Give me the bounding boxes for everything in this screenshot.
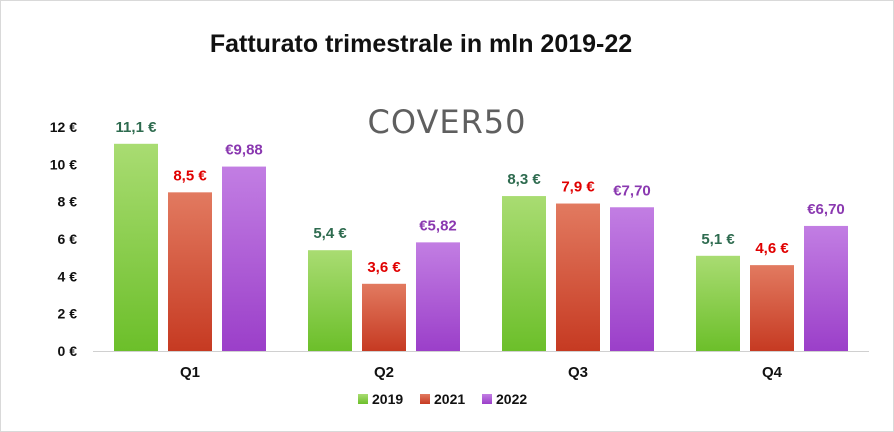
x-axis: Q1 Q2 Q3 Q4 [93,351,869,381]
bar-2022-q2 [416,242,460,351]
data-label-2021-q1: 8,5 € [173,167,207,184]
bar-2019-q1 [114,143,158,351]
legend-label-2019: 2019 [372,391,403,407]
data-label-2019-q1: 11,1 € [116,119,158,136]
y-tick-label: 4 € [58,268,78,284]
legend-swatch-2022 [482,394,492,404]
data-label-2022-q3: €7,70 [613,182,651,199]
bar-2022-q1 [222,166,266,351]
x-tick-label: Q3 [568,364,588,381]
data-label-2022-q4: €6,70 [807,201,845,218]
data-label-2021-q3: 7,9 € [561,179,595,196]
x-tick-label: Q4 [762,364,783,381]
data-label-2022-q1: €9,88 [225,142,263,159]
data-label-2019-q2: 5,4 € [313,225,347,242]
bar-2021-q2 [362,283,406,351]
bars-group [114,143,848,351]
data-label-2021-q4: 4,6 € [755,240,789,257]
y-axis: 0 € 2 € 4 € 6 € 8 € 10 € 12 € [50,119,77,359]
y-tick-label: 8 € [58,194,78,210]
data-label-2021-q2: 3,6 € [367,259,401,276]
bar-2021-q4 [750,265,794,351]
legend-swatch-2019 [358,394,368,404]
bar-2021-q1 [168,192,212,351]
y-tick-label: 10 € [50,156,77,172]
data-label-2019-q4: 5,1 € [701,231,735,248]
y-tick-label: 0 € [58,343,78,359]
y-tick-label: 6 € [58,231,78,247]
data-label-2019-q3: 8,3 € [507,171,541,188]
legend-label-2021: 2021 [434,391,465,407]
y-tick-label: 12 € [50,119,77,135]
bar-2022-q4 [804,225,848,351]
x-tick-label: Q2 [374,364,394,381]
bar-2019-q3 [502,196,546,351]
bar-2021-q3 [556,203,600,351]
legend-swatch-2021 [420,394,430,404]
data-label-2022-q2: €5,82 [419,217,457,234]
chart-title: Fatturato trimestrale in mln 2019-22 [210,30,632,58]
bar-2019-q4 [696,255,740,351]
bar-2019-q2 [308,250,352,351]
bar-2022-q3 [610,207,654,351]
y-tick-label: 2 € [58,306,78,322]
x-tick-label: Q1 [180,364,200,381]
legend: 2019 2021 2022 [358,391,527,407]
legend-label-2022: 2022 [496,391,527,407]
watermark-logo: COVER50 [367,103,526,141]
data-labels-group: 11,1 € 8,5 € €9,88 5,4 € 3,6 € €5,82 8,3 € 7,9 … [116,119,845,276]
